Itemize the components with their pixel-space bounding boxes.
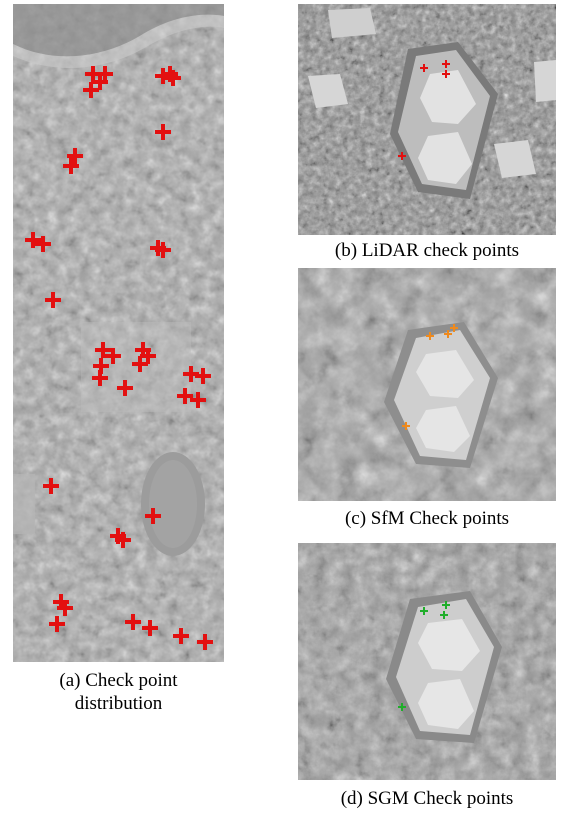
lidar-check-point-marker	[398, 152, 406, 160]
sgm-check-point-marker	[440, 611, 448, 619]
check-point-marker	[177, 388, 193, 404]
check-point-marker	[195, 368, 211, 384]
check-point-marker	[83, 82, 99, 98]
panel-a-caption: (a) Check point distribution	[59, 670, 178, 714]
sfm-check-point-marker	[402, 422, 410, 430]
check-point-markers	[25, 66, 213, 650]
check-point-marker	[92, 370, 108, 386]
sfm-check-point-markers	[402, 324, 458, 430]
check-point-marker	[67, 148, 83, 164]
check-point-marker	[115, 532, 131, 548]
check-point-marker	[125, 614, 141, 630]
check-point-marker	[145, 508, 161, 524]
check-point-marker	[155, 242, 171, 258]
lidar-check-point-marker	[442, 60, 450, 68]
sfm-check-point-marker	[450, 324, 458, 332]
check-point-marker	[142, 620, 158, 636]
check-point-marker	[140, 348, 156, 364]
check-point-marker	[97, 66, 113, 82]
sfm-check-point-marker	[444, 330, 452, 338]
check-point-marker	[155, 124, 171, 140]
check-point-marker	[117, 380, 133, 396]
overview-dsm-image	[13, 4, 224, 662]
lidar-check-point-marker	[420, 64, 428, 72]
check-point-marker	[197, 634, 213, 650]
panel-d-caption: (d) SGM Check points	[340, 788, 514, 809]
sgm-check-point-marker	[420, 607, 428, 615]
check-point-marker	[43, 478, 59, 494]
lidar-check-point-marker	[442, 70, 450, 78]
check-point-marker	[35, 236, 51, 252]
check-point-marker	[63, 158, 79, 174]
sgm-check-point-marker	[398, 703, 406, 711]
check-point-marker	[57, 600, 73, 616]
check-point-marker	[190, 392, 206, 408]
check-point-marker	[95, 342, 111, 358]
sgm-check-point-marker	[442, 601, 450, 609]
panel-c-caption: (c) SfM Check points	[344, 508, 510, 529]
check-point-marker	[132, 356, 148, 372]
check-point-marker	[49, 616, 65, 632]
panel-b-caption: (b) LiDAR check points	[334, 240, 520, 261]
sfm-closeup-image	[298, 268, 556, 501]
sgm-check-point-markers	[398, 601, 450, 711]
check-point-marker	[45, 292, 61, 308]
check-point-marker	[25, 232, 41, 248]
lidar-check-point-markers	[398, 60, 450, 160]
sfm-check-point-marker	[426, 332, 434, 340]
lidar-closeup-image	[298, 4, 556, 235]
check-point-marker	[165, 70, 181, 86]
sgm-closeup-image	[298, 543, 556, 780]
check-point-marker	[173, 628, 189, 644]
check-point-marker	[105, 348, 121, 364]
